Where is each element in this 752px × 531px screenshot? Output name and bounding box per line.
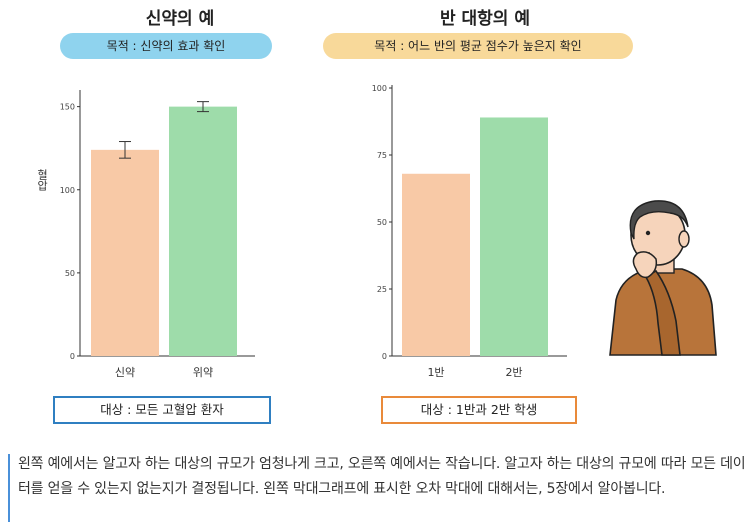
category-label-2: 2반 bbox=[505, 366, 522, 379]
y-axis-label: 혈압 bbox=[36, 168, 49, 191]
y-tick-label: 0 bbox=[382, 352, 387, 361]
y-tick-label: 50 bbox=[65, 269, 75, 278]
left-target-box: 대상 : 모든 고혈압 환자 bbox=[53, 396, 271, 424]
bar-2 bbox=[480, 117, 548, 356]
y-tick-label: 75 bbox=[377, 151, 387, 160]
y-tick-label: 100 bbox=[372, 84, 387, 93]
y-tick-label: 100 bbox=[60, 186, 75, 195]
right-target-box: 대상 : 1반과 2반 학생 bbox=[381, 396, 577, 424]
note-paragraph: 왼쪽 예에서는 알고자 하는 대상의 규모가 엄청나게 크고, 오른쪽 예에서는… bbox=[18, 456, 746, 497]
y-tick-label: 150 bbox=[60, 103, 75, 112]
note-accent-bar bbox=[8, 454, 10, 522]
y-tick-label: 0 bbox=[70, 352, 75, 361]
y-tick-label: 25 bbox=[377, 285, 387, 294]
bar-2 bbox=[169, 106, 237, 356]
right-purpose-badge: 목적 : 어느 반의 평균 점수가 높은지 확인 bbox=[323, 33, 633, 59]
left-panel-title: 신약의 예 bbox=[145, 9, 215, 29]
right-bar-chart: 0 25 50 75 100 1반 2반 bbox=[372, 84, 567, 379]
category-label-2: 위약 bbox=[193, 365, 213, 379]
right-panel-title: 반 대항의 예 bbox=[439, 9, 531, 29]
y-tick-label: 50 bbox=[377, 218, 387, 227]
category-label-1: 1반 bbox=[427, 366, 444, 379]
bar-1 bbox=[402, 173, 470, 356]
left-purpose-badge: 목적 : 신약의 효과 확인 bbox=[60, 33, 272, 59]
bar-1 bbox=[91, 149, 159, 356]
thinking-person-illustration bbox=[609, 200, 717, 356]
category-label-1: 신약 bbox=[115, 365, 135, 379]
